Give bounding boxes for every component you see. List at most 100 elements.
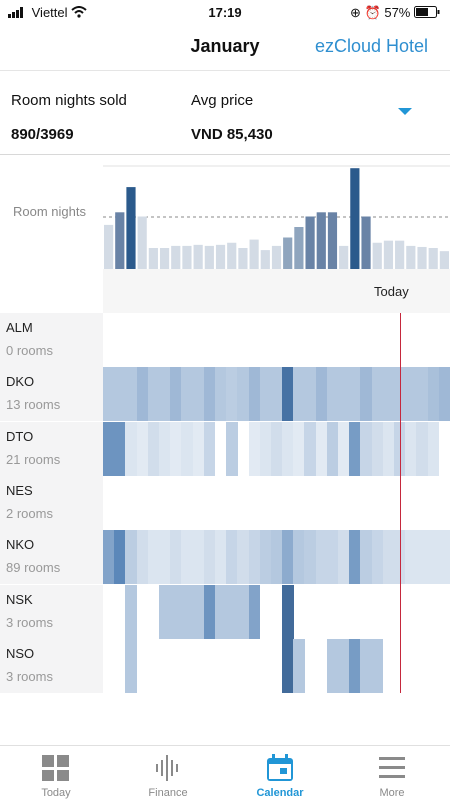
occupancy-cell[interactable]: [360, 367, 372, 422]
occupancy-cell[interactable]: [360, 638, 372, 693]
occupancy-cell[interactable]: [181, 530, 193, 585]
occupancy-cell[interactable]: [214, 584, 227, 639]
occupancy-cell[interactable]: [237, 530, 249, 585]
tab-more[interactable]: More: [336, 746, 448, 801]
occupancy-cell[interactable]: [293, 638, 305, 693]
occupancy-cell[interactable]: [282, 421, 294, 476]
occupancy-cell[interactable]: [326, 638, 339, 693]
occupancy-cell[interactable]: [427, 530, 440, 585]
occupancy-cell[interactable]: [114, 530, 126, 585]
occupancy-cell[interactable]: [371, 638, 384, 693]
occupancy-cell[interactable]: [147, 367, 160, 422]
occupancy-cell[interactable]: [170, 530, 182, 585]
occupancy-cell[interactable]: [237, 367, 249, 422]
occupancy-cell[interactable]: [259, 530, 272, 585]
occupancy-cell[interactable]: [349, 638, 361, 693]
room-occupancy-row[interactable]: [103, 367, 450, 422]
occupancy-cell[interactable]: [158, 530, 171, 585]
occupancy-cell[interactable]: [282, 584, 294, 639]
dropdown-arrow-icon[interactable]: [398, 108, 412, 115]
occupancy-cell[interactable]: [181, 421, 193, 476]
occupancy-cell[interactable]: [259, 421, 272, 476]
occupancy-cell[interactable]: [192, 530, 205, 585]
occupancy-cell[interactable]: [192, 367, 205, 422]
occupancy-cell[interactable]: [394, 421, 406, 476]
occupancy-cell[interactable]: [293, 421, 305, 476]
occupancy-cell[interactable]: [125, 421, 137, 476]
occupancy-cell[interactable]: [136, 421, 149, 476]
tab-today[interactable]: Today: [0, 746, 112, 801]
occupancy-cell[interactable]: [203, 530, 216, 585]
occupancy-cell[interactable]: [214, 530, 227, 585]
occupancy-cell[interactable]: [326, 421, 339, 476]
occupancy-cell[interactable]: [304, 530, 316, 585]
room-occupancy-row[interactable]: [103, 313, 450, 367]
occupancy-cell[interactable]: [270, 530, 283, 585]
occupancy-cell[interactable]: [394, 530, 406, 585]
occupancy-cell[interactable]: [147, 421, 160, 476]
occupancy-cell[interactable]: [416, 421, 428, 476]
occupancy-cell[interactable]: [125, 584, 137, 639]
occupancy-cell[interactable]: [136, 530, 149, 585]
occupancy-cell[interactable]: [170, 367, 182, 422]
occupancy-cell[interactable]: [438, 530, 450, 585]
occupancy-cell[interactable]: [405, 367, 417, 422]
room-occupancy-row[interactable]: [103, 638, 450, 693]
occupancy-cell[interactable]: [338, 530, 350, 585]
occupancy-cell[interactable]: [382, 421, 395, 476]
occupancy-cell[interactable]: [203, 367, 216, 422]
occupancy-cell[interactable]: [226, 367, 238, 422]
occupancy-cell[interactable]: [114, 367, 126, 422]
room-occupancy-row[interactable]: [103, 476, 450, 530]
occupancy-cell[interactable]: [248, 530, 260, 585]
occupancy-cell[interactable]: [125, 638, 137, 693]
occupancy-cell[interactable]: [315, 367, 328, 422]
occupancy-cell[interactable]: [103, 421, 115, 476]
occupancy-cell[interactable]: [270, 421, 283, 476]
tab-calendar[interactable]: Calendar: [224, 746, 336, 801]
occupancy-cell[interactable]: [315, 530, 328, 585]
occupancy-cell[interactable]: [315, 421, 328, 476]
occupancy-cell[interactable]: [226, 530, 238, 585]
occupancy-cell[interactable]: [181, 584, 193, 639]
occupancy-cell[interactable]: [248, 367, 260, 422]
occupancy-cell[interactable]: [360, 421, 372, 476]
occupancy-cell[interactable]: [416, 367, 428, 422]
occupancy-cell[interactable]: [282, 530, 294, 585]
occupancy-cell[interactable]: [326, 367, 339, 422]
tab-finance[interactable]: Finance: [112, 746, 224, 801]
month-title[interactable]: January: [190, 36, 260, 56]
occupancy-cell[interactable]: [147, 530, 160, 585]
occupancy-cell[interactable]: [226, 421, 238, 476]
occupancy-cell[interactable]: [259, 367, 272, 422]
occupancy-cell[interactable]: [293, 367, 305, 422]
occupancy-cell[interactable]: [192, 584, 205, 639]
room-occupancy-row[interactable]: [103, 530, 450, 585]
occupancy-cell[interactable]: [226, 584, 238, 639]
room-occupancy-row[interactable]: [103, 584, 450, 639]
occupancy-cell[interactable]: [438, 367, 450, 422]
occupancy-cell[interactable]: [248, 421, 260, 476]
hotel-name-link[interactable]: ezCloud Hotel: [314, 36, 428, 56]
occupancy-cell[interactable]: [371, 367, 384, 422]
occupancy-cell[interactable]: [158, 584, 171, 639]
occupancy-cell[interactable]: [293, 530, 305, 585]
occupancy-cell[interactable]: [349, 530, 361, 585]
occupancy-cell[interactable]: [282, 638, 294, 693]
occupancy-cell[interactable]: [170, 584, 182, 639]
occupancy-cell[interactable]: [248, 584, 260, 639]
occupancy-cell[interactable]: [103, 367, 115, 422]
occupancy-cell[interactable]: [237, 584, 249, 639]
occupancy-cell[interactable]: [382, 530, 395, 585]
occupancy-cell[interactable]: [405, 530, 417, 585]
occupancy-cell[interactable]: [270, 367, 283, 422]
occupancy-cell[interactable]: [326, 530, 339, 585]
occupancy-cell[interactable]: [125, 530, 137, 585]
occupancy-cell[interactable]: [427, 367, 440, 422]
occupancy-cell[interactable]: [338, 638, 350, 693]
occupancy-cell[interactable]: [114, 421, 126, 476]
occupancy-cell[interactable]: [282, 367, 294, 422]
occupancy-cell[interactable]: [136, 367, 149, 422]
occupancy-cell[interactable]: [349, 367, 361, 422]
occupancy-cell[interactable]: [170, 421, 182, 476]
